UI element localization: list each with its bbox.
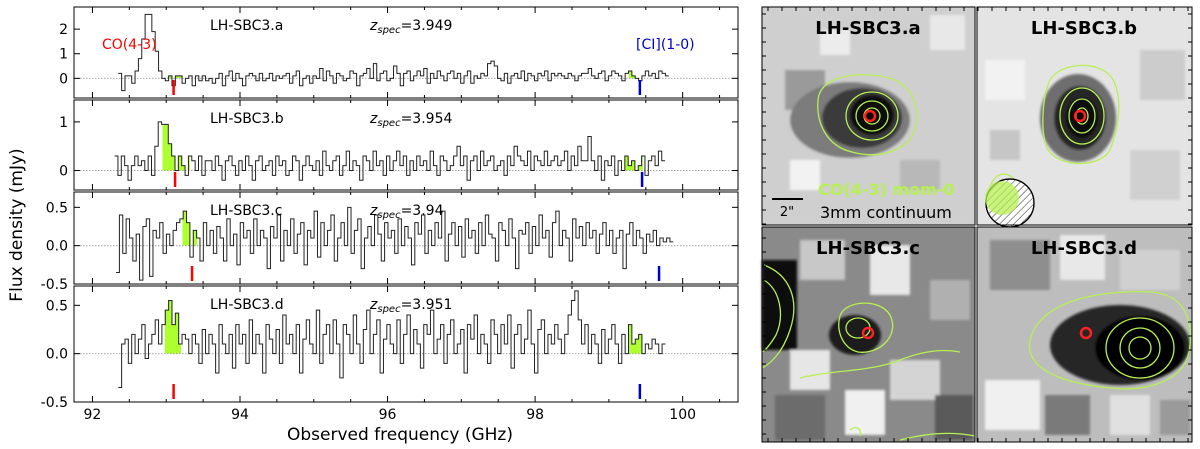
redshift-label: zspec=3.954 (369, 111, 452, 129)
image-panel-c: LH-SBC3.c (761, 226, 976, 443)
y-tick-label: 0 (59, 164, 68, 180)
image-panels: LH-SBC3.a 2" CO(4-3) mom-0 3mm continuum (761, 6, 1193, 443)
spectrum-panel: -0.5 0.0 0.5 LH-SBC3.c zspec=3.94 (41, 191, 739, 293)
y-tick-label: 2 (59, 22, 68, 38)
spectrum-name: LH-SBC3.b (210, 111, 284, 127)
image-panel-title: LH-SBC3.b (1031, 18, 1137, 39)
panel-frame (73, 191, 739, 285)
x-tick-label: 92 (84, 407, 102, 423)
spectrum-line (116, 206, 674, 281)
y-tick-label: 0.0 (46, 347, 68, 363)
spectrum-panel: -0.5 0.0 0.5 LH-SBC3.d zspec=3.951 92 94 96 98 10… (41, 285, 739, 423)
y-tick-label: 0.0 (46, 239, 68, 255)
image-panel-d: LH-SBC3.d (976, 226, 1193, 443)
ci-line-label: [CI](1-0) (636, 37, 695, 53)
spectrum-name: LH-SBC3.a (210, 18, 283, 34)
y-axis-label: Flux density (mJy) (7, 148, 27, 301)
y-tick-label: 0.5 (46, 200, 68, 216)
y-tick-label: 1 (59, 115, 68, 131)
image-panel-b: LH-SBC3.b (976, 6, 1193, 228)
panel-frame (73, 6, 739, 99)
legend-continuum: 3mm continuum (820, 203, 952, 222)
panel-frame (73, 285, 739, 403)
y-tick-label: -0.5 (41, 395, 68, 411)
scale-bar-label: 2" (780, 205, 794, 220)
y-tick-label: 1 (59, 47, 68, 63)
line-fill (628, 70, 643, 79)
redshift-label: zspec=3.949 (369, 18, 452, 36)
image-panel-a: LH-SBC3.a 2" CO(4-3) mom-0 3mm continuum (761, 6, 976, 226)
x-tick-label: 94 (231, 407, 249, 423)
redshift-label: zspec=3.951 (369, 297, 452, 315)
x-tick-label: 98 (526, 407, 544, 423)
y-tick-label: 0 (59, 71, 68, 87)
legend-mom0: CO(4-3) mom-0 (818, 180, 955, 199)
line-fill (164, 300, 181, 354)
image-panel-title: LH-SBC3.a (815, 18, 920, 39)
spectrum-line (118, 13, 669, 92)
spectrum-name: LH-SBC3.d (210, 297, 284, 313)
x-tick-label: 96 (379, 407, 397, 423)
x-axis-label: Observed frequency (GHz) (287, 425, 513, 445)
y-tick-label: -0.5 (41, 277, 68, 293)
panel-frame (73, 99, 739, 191)
co-line-label: CO(4-3) (102, 37, 157, 53)
spectrum-panel: 0 1 2 LH-SBC3.a zspec=3.949 CO(4-3) [CI](1-0) (59, 6, 739, 99)
redshift-label: zspec=3.94 (369, 203, 444, 221)
spectrum-line (118, 290, 666, 388)
image-panel-title: LH-SBC3.c (816, 238, 920, 259)
spectrum-name: LH-SBC3.c (210, 203, 282, 219)
line-fill (162, 124, 190, 171)
x-tick-label: 100 (669, 407, 696, 423)
spectrum-panel: 0 1 LH-SBC3.b zspec=3.954 (59, 99, 739, 191)
spectrum-line (114, 121, 666, 181)
image-panel-title: LH-SBC3.d (1031, 238, 1137, 259)
image-tick-marks (762, 7, 1192, 442)
y-tick-label: 0.5 (46, 298, 68, 314)
